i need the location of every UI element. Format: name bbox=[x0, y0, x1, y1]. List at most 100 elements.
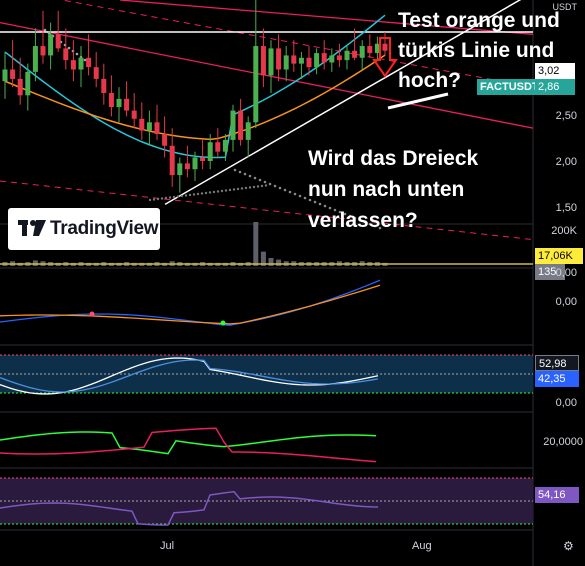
psar-dot bbox=[244, 186, 248, 190]
candle-body bbox=[192, 157, 198, 170]
candle-body bbox=[329, 55, 335, 63]
candle-body bbox=[17, 78, 23, 96]
volume-bar bbox=[32, 260, 38, 266]
candle-body bbox=[108, 92, 114, 108]
candle-body bbox=[291, 55, 297, 64]
psar-dot bbox=[264, 184, 268, 187]
psar-dot bbox=[256, 185, 260, 188]
candle-body bbox=[154, 122, 160, 135]
channel-bottom-dashed bbox=[0, 180, 534, 241]
candle-body bbox=[344, 50, 350, 61]
volume-bar bbox=[260, 251, 266, 266]
candle-body bbox=[253, 46, 259, 123]
symbol-badge: FACTUSDT bbox=[477, 79, 539, 95]
psar-dot bbox=[260, 184, 264, 188]
psar-dot bbox=[348, 214, 352, 218]
psar-dot bbox=[200, 192, 204, 195]
price-badge-last: 2,86 bbox=[535, 79, 575, 95]
candle-body bbox=[162, 134, 168, 146]
candle-body bbox=[10, 69, 16, 79]
candle-body bbox=[32, 46, 38, 72]
psar-dot bbox=[273, 184, 277, 188]
candle-body bbox=[86, 57, 92, 68]
volume-bar bbox=[276, 259, 282, 266]
volume-count-badge: 135 bbox=[535, 264, 565, 280]
triangle-support-line bbox=[164, 0, 522, 206]
psar-dot bbox=[252, 185, 256, 189]
candle-body bbox=[124, 98, 130, 111]
candle-body bbox=[314, 53, 320, 68]
dmi-plus-line bbox=[0, 431, 377, 455]
psar-dot bbox=[343, 212, 347, 216]
psar-dot bbox=[160, 197, 164, 200]
psar-dot bbox=[243, 172, 247, 176]
candle-body bbox=[55, 34, 61, 49]
candle-body bbox=[268, 48, 274, 76]
stoch-badge-2: 42,35 bbox=[535, 371, 579, 387]
annotation-stroke bbox=[387, 92, 449, 110]
candle-body bbox=[70, 60, 76, 70]
candle-body bbox=[2, 69, 8, 82]
candle-body bbox=[367, 46, 373, 54]
annotation-arrow-icon bbox=[372, 37, 398, 78]
settings-icon[interactable]: ⚙ bbox=[563, 539, 574, 553]
psar-dot bbox=[176, 195, 180, 198]
annotation-test-line3: hoch? bbox=[398, 69, 461, 92]
candle-body bbox=[352, 50, 358, 58]
candle-body bbox=[336, 55, 342, 61]
psar-dot bbox=[288, 190, 292, 194]
candle-body bbox=[116, 98, 122, 108]
annotation-triangle-line3: verlassen? bbox=[308, 209, 418, 232]
candle-body bbox=[200, 157, 206, 162]
psar-dot bbox=[373, 224, 377, 228]
annotation-test-line1: Test orange und bbox=[398, 9, 560, 32]
psar-dot bbox=[368, 222, 372, 226]
candle-body bbox=[139, 118, 145, 131]
rsi-badge: 54,16 bbox=[535, 487, 579, 503]
psar-dot bbox=[208, 191, 212, 194]
candle-body bbox=[63, 48, 69, 61]
stoch-d-line bbox=[0, 359, 379, 393]
candle-body bbox=[146, 122, 152, 131]
psar-dot bbox=[240, 187, 244, 190]
candle-body bbox=[101, 78, 107, 93]
psar-dot bbox=[43, 28, 47, 32]
psar-dot bbox=[298, 194, 302, 198]
psar-dot bbox=[238, 170, 242, 174]
x-label-jul: Jul bbox=[160, 540, 175, 552]
volume-bar bbox=[268, 258, 274, 266]
psar-dot bbox=[278, 186, 282, 190]
price-badge-current: 3,02 bbox=[535, 63, 575, 79]
candle-body bbox=[382, 43, 388, 51]
macd-cross-marker bbox=[89, 311, 95, 317]
candle-body bbox=[276, 48, 282, 70]
candle-body bbox=[222, 139, 228, 152]
psar-dot bbox=[232, 188, 236, 191]
candle-body bbox=[374, 43, 380, 54]
tradingview-logo[interactable]: TradingView bbox=[8, 208, 160, 250]
macd-cross-marker bbox=[220, 320, 226, 326]
tradingview-logo-icon bbox=[18, 220, 46, 236]
candle-body bbox=[131, 110, 137, 119]
psar-dot bbox=[233, 168, 237, 172]
psar-dot bbox=[216, 190, 220, 193]
currency-label: USDT bbox=[552, 2, 578, 12]
candle-body bbox=[78, 57, 84, 70]
psar-dot bbox=[75, 52, 79, 56]
psar-dot bbox=[293, 192, 297, 196]
volume-badge: 17,06K bbox=[535, 248, 583, 264]
annotation-triangle-line2: nun nach unten bbox=[308, 178, 465, 201]
psar-dot bbox=[303, 196, 307, 200]
psar-dot bbox=[318, 202, 322, 206]
psar-dot bbox=[283, 188, 287, 192]
candle-body bbox=[48, 34, 54, 56]
dmi-minus-line bbox=[0, 427, 377, 463]
psar-dot bbox=[168, 196, 172, 199]
candle-body bbox=[177, 163, 183, 176]
psar-dot bbox=[67, 46, 71, 50]
candle-body bbox=[283, 55, 289, 70]
psar-dot bbox=[358, 218, 362, 222]
psar-dot bbox=[313, 200, 317, 204]
psar-dot bbox=[188, 193, 192, 197]
